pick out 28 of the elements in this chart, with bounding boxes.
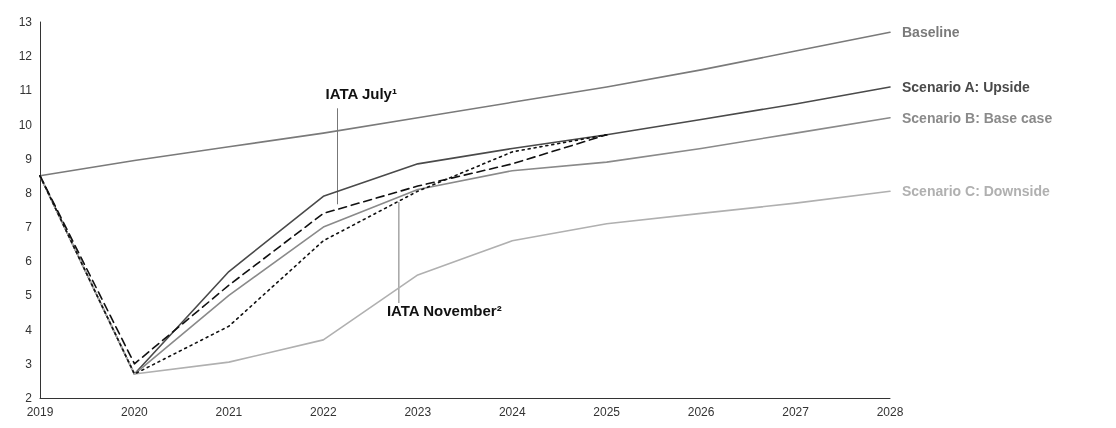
y-tick-label: 7 bbox=[25, 220, 33, 235]
x-tick-label: 2023 bbox=[404, 405, 432, 419]
y-tick-label: 12 bbox=[18, 49, 33, 64]
x-tick-label: 2025 bbox=[593, 405, 621, 419]
y-tick-label: 3 bbox=[25, 356, 33, 371]
x-tick-label: 2026 bbox=[687, 405, 715, 419]
x-tick-label: 2028 bbox=[876, 405, 904, 419]
series-label: Scenario B: Base case bbox=[902, 109, 1053, 126]
x-tick-label: 2020 bbox=[121, 405, 149, 419]
y-tick-label: 4 bbox=[25, 322, 33, 337]
x-tick-label: 2022 bbox=[309, 405, 337, 419]
series-label: Baseline bbox=[902, 24, 960, 41]
series-label: Scenario C: Downside bbox=[902, 183, 1051, 200]
y-tick-label: 2 bbox=[25, 391, 33, 405]
x-tick-label: 2024 bbox=[498, 405, 526, 419]
y-tick-label: 11 bbox=[19, 83, 33, 98]
y-tick-label: 5 bbox=[25, 288, 33, 303]
annotation: IATA July¹ bbox=[325, 85, 397, 103]
x-tick-label: 2027 bbox=[782, 405, 810, 419]
x-tick-label: 2019 bbox=[26, 405, 54, 419]
y-tick-label: 6 bbox=[25, 254, 33, 269]
y-tick-label: 13 bbox=[18, 15, 33, 29]
annotation: IATA November² bbox=[386, 302, 502, 320]
x-tick-label: 2021 bbox=[215, 405, 243, 419]
y-tick-label: 8 bbox=[25, 185, 33, 200]
series-label: Scenario A: Upside bbox=[902, 78, 1031, 95]
y-tick-label: 9 bbox=[25, 151, 33, 166]
y-tick-label: 10 bbox=[18, 117, 33, 132]
